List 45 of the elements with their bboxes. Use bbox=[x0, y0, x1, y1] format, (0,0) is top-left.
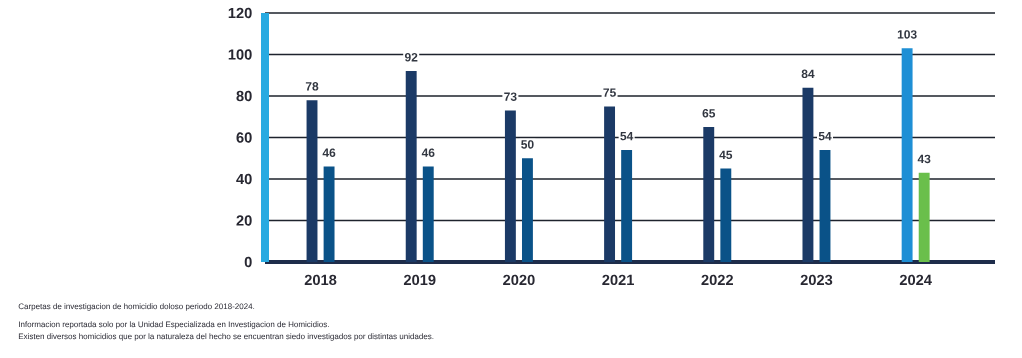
bar bbox=[422, 166, 434, 262]
data-label: 50 bbox=[521, 140, 534, 149]
bar bbox=[521, 158, 533, 262]
y-tick-label: 0 bbox=[244, 256, 252, 268]
x-tick-label: 2021 bbox=[602, 274, 634, 286]
data-label: 54 bbox=[818, 131, 832, 141]
bar bbox=[918, 172, 930, 262]
x-tick-label: 2023 bbox=[800, 274, 833, 286]
y-tick-label: 20 bbox=[236, 215, 252, 226]
text: Informacion reportada solo por la Unidad Especializada en Investigacion de Homicidios. bbox=[19, 321, 329, 329]
bar bbox=[819, 149, 831, 262]
y-tick-label: 60 bbox=[236, 132, 252, 143]
bar bbox=[621, 149, 633, 262]
data-label: 45 bbox=[719, 150, 733, 160]
bar bbox=[720, 168, 732, 262]
y-tick-label: 120 bbox=[228, 7, 252, 19]
x-tick-label: 2020 bbox=[503, 274, 535, 286]
text: Carpetas de investigacion de homicidio doloso periodo 2018-2024. bbox=[18, 303, 255, 311]
bar bbox=[604, 106, 616, 262]
data-label: 78 bbox=[305, 82, 319, 91]
bar bbox=[306, 100, 318, 262]
data-label: 54 bbox=[620, 131, 634, 141]
data-label: 84 bbox=[801, 69, 815, 79]
y-tick-label: 40 bbox=[236, 173, 252, 185]
bar bbox=[504, 110, 516, 262]
bar bbox=[802, 87, 814, 262]
y-tick-label: 80 bbox=[236, 90, 252, 102]
data-label: 46 bbox=[322, 148, 336, 157]
bar bbox=[901, 48, 913, 262]
data-label: 43 bbox=[917, 154, 931, 164]
text: Existen diversos homicidios que por la naturaleza del hecho se encuentran siedo investigados por distintas unidades. bbox=[18, 333, 434, 341]
bar bbox=[405, 71, 417, 262]
bar bbox=[323, 166, 335, 262]
bar bbox=[703, 127, 715, 262]
x-tick-label: 2022 bbox=[701, 274, 733, 286]
x-tick-label: 2024 bbox=[899, 274, 932, 286]
data-label: 75 bbox=[603, 88, 616, 97]
data-label: 65 bbox=[702, 109, 716, 118]
data-label: 103 bbox=[897, 30, 917, 39]
x-tick-label: 2018 bbox=[304, 274, 337, 286]
data-label: 92 bbox=[404, 53, 418, 62]
data-label: 46 bbox=[421, 148, 435, 157]
y-tick-label: 100 bbox=[228, 49, 252, 60]
x-tick-label: 2019 bbox=[403, 274, 436, 286]
data-label: 73 bbox=[504, 92, 517, 101]
